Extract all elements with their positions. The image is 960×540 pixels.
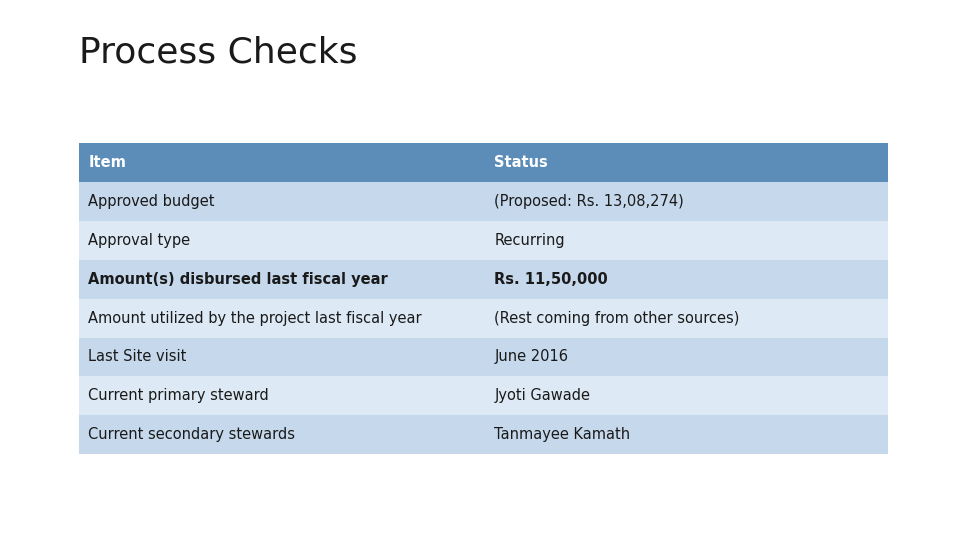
Text: Amount(s) disbursed last fiscal year: Amount(s) disbursed last fiscal year xyxy=(88,272,388,287)
Text: Status: Status xyxy=(494,155,548,170)
Text: (Proposed: Rs. 13,08,274): (Proposed: Rs. 13,08,274) xyxy=(494,194,684,209)
Text: Current primary steward: Current primary steward xyxy=(88,388,269,403)
Text: Amount utilized by the project last fiscal year: Amount utilized by the project last fisc… xyxy=(88,310,422,326)
Text: Jyoti Gawade: Jyoti Gawade xyxy=(494,388,590,403)
Text: Tanmayee Kamath: Tanmayee Kamath xyxy=(494,427,631,442)
Text: Approved budget: Approved budget xyxy=(88,194,215,209)
Text: June 2016: June 2016 xyxy=(494,349,568,364)
Text: Item: Item xyxy=(88,155,126,170)
Text: Recurring: Recurring xyxy=(494,233,565,248)
Text: Last Site visit: Last Site visit xyxy=(88,349,186,364)
Text: Approval type: Approval type xyxy=(88,233,190,248)
Text: (Rest coming from other sources): (Rest coming from other sources) xyxy=(494,310,740,326)
Text: Current secondary stewards: Current secondary stewards xyxy=(88,427,296,442)
Text: Process Checks: Process Checks xyxy=(79,35,357,69)
Text: Rs. 11,50,000: Rs. 11,50,000 xyxy=(494,272,608,287)
